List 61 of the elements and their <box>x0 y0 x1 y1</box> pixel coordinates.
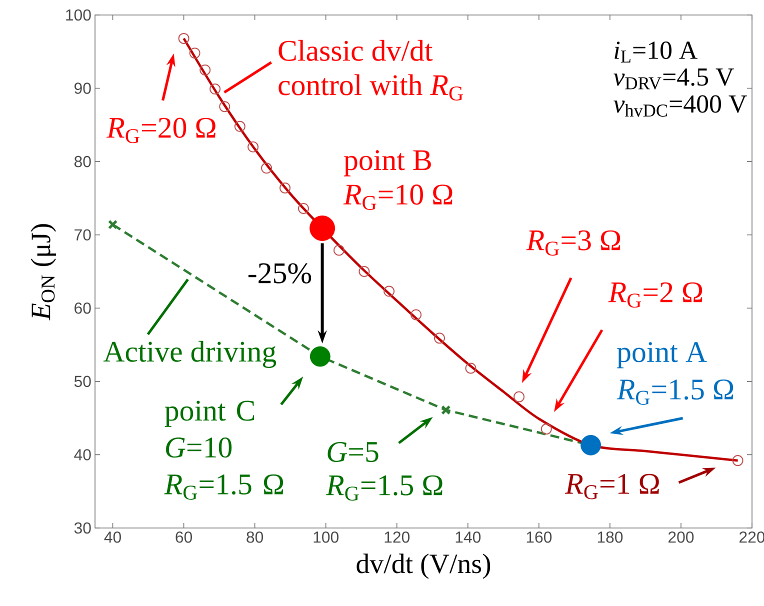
point <box>178 32 190 44</box>
point <box>248 141 259 152</box>
point <box>540 424 552 435</box>
annotation: R$_{G}$=10 Ω <box>343 184 452 210</box>
y-tick-label: 50 <box>74 376 91 388</box>
x-tick-label: 200 <box>668 532 694 543</box>
y-tick-label: 40 <box>74 449 91 460</box>
point <box>219 101 230 112</box>
x-tick-label: 140 <box>456 532 481 543</box>
annotation: R$_{G}$=20 Ω <box>106 118 216 144</box>
annotation: R$_{G}$=2 Ω <box>608 282 702 308</box>
x-tick-label: 160 <box>526 532 552 543</box>
annotation: -25% <box>248 263 312 284</box>
x-axis-title: dv/dt (V/ns) <box>356 554 490 579</box>
x-tick-label: 60 <box>176 532 192 543</box>
x-tick-label: 80 <box>246 532 264 543</box>
point <box>434 332 445 344</box>
point <box>410 309 422 320</box>
y-axis-title: E$_{ON}$ (μJ) <box>30 224 56 320</box>
y-tick-label: 90 <box>74 82 91 94</box>
point <box>189 48 200 59</box>
y-tick-label: 60 <box>74 302 91 314</box>
annotation: G=5 <box>328 442 378 462</box>
x-tick-label: 180 <box>598 532 623 543</box>
annotation: point A <box>617 342 707 368</box>
annotation: control with R$_{G}$ <box>278 74 463 101</box>
annotation: point C G=10 R$_{G}$=1.5 Ω <box>164 400 284 500</box>
annotation: R$_{G}$=1.5 Ω <box>616 380 734 405</box>
annotation: Active driving <box>103 340 276 368</box>
point <box>261 162 272 174</box>
point <box>234 120 246 132</box>
annotation: v$_{hvDC}$=400 V <box>614 95 747 117</box>
point <box>310 346 330 367</box>
annotation: R$_{G}$=1.5 Ω <box>326 475 442 501</box>
y-tick-label: 70 <box>74 229 91 240</box>
y-tick-label: 30 <box>74 522 91 534</box>
annotation: R$_{G}$=3 Ω <box>526 230 620 256</box>
y-tick-label: 100 <box>66 9 91 21</box>
annotation: v$_{DRV}$=4.5 V <box>614 68 734 90</box>
point <box>210 84 221 95</box>
y-tick-label: 80 <box>74 156 91 168</box>
point <box>358 266 370 277</box>
point <box>200 64 211 76</box>
point <box>441 405 451 415</box>
point <box>514 391 525 402</box>
annotation: point B <box>344 150 431 176</box>
point <box>108 220 118 230</box>
point <box>732 455 744 466</box>
point <box>465 362 476 374</box>
annotation: Classic dv/dt <box>278 40 433 61</box>
point <box>333 244 344 256</box>
point <box>384 286 395 297</box>
x-tick-label: 40 <box>104 532 121 543</box>
annotation: i$_{L}$=10 A <box>614 42 698 62</box>
point <box>280 182 291 194</box>
point <box>310 216 335 241</box>
point <box>298 202 309 214</box>
x-tick-label: 100 <box>314 532 339 543</box>
x-tick-label: 120 <box>384 532 410 543</box>
annotation: R$_{G}$=1 Ω <box>564 474 659 500</box>
point <box>580 434 601 456</box>
